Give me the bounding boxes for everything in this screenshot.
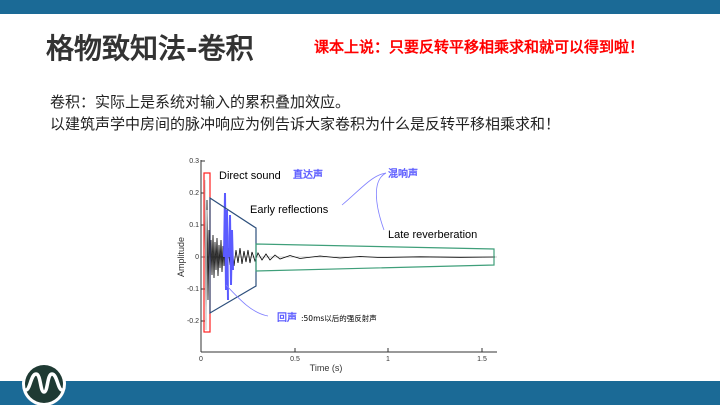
direct-sound-label: Direct sound (219, 170, 281, 182)
reverb-pointer-2 (376, 172, 387, 231)
body-line-2: 以建筑声学中房间的脉冲响应为例告诉大家卷积为什么是反转平移相乘求和！ (50, 115, 561, 133)
axes (200, 160, 497, 353)
reverb-cn-label: 混响声 (388, 167, 418, 180)
svg-text:-0.2: -0.2 (187, 318, 199, 325)
top-banner (0, 0, 720, 14)
echo-cn-label: 回声 (277, 311, 297, 324)
svg-text:0: 0 (199, 356, 203, 363)
x-axis-label: Time (s) (310, 363, 343, 373)
y-axis-label: Amplitude (176, 237, 186, 277)
slide-title: 格物致知法-卷积 (46, 32, 254, 65)
svg-text:0.3: 0.3 (189, 158, 199, 165)
svg-text:1: 1 (386, 356, 390, 363)
reverb-pointer-1 (341, 172, 387, 206)
echo-spikes (223, 192, 234, 301)
x-tick-labels: 0 0.5 1 1.5 (199, 356, 487, 363)
svg-text:0.1: 0.1 (189, 222, 199, 229)
body-line-1: 卷积：实际上是系统对输入的累积叠加效应。 (50, 93, 351, 111)
svg-text:0.2: 0.2 (189, 190, 199, 197)
svg-text:1.5: 1.5 (477, 356, 487, 363)
svg-text:0: 0 (195, 254, 199, 261)
late-reverberation-box (255, 243, 495, 272)
early-reflections-box (209, 196, 257, 315)
bottom-banner (0, 381, 720, 405)
early-reflections-label: Early reflections (250, 204, 329, 216)
echo-desc-label: :50ms以后的强反射声 (301, 313, 377, 323)
impulse-response-chart: 0.3 0.2 0.1 0 -0.1 -0.2 0 0.5 1 1.5 Time… (176, 158, 497, 373)
echo-pointer (225, 284, 269, 317)
late-reverberation-label: Late reverberation (388, 229, 477, 241)
direct-sound-cn-label: 直达声 (293, 168, 323, 181)
svg-text:-0.1: -0.1 (187, 286, 199, 293)
waveform-logo-icon (22, 362, 66, 406)
svg-text:0.5: 0.5 (290, 356, 300, 363)
y-tick-labels: 0.3 0.2 0.1 0 -0.1 -0.2 (187, 158, 199, 325)
body-text: 卷积：实际上是系统对输入的累积叠加效应。 以建筑声学中房间的脉冲响应为例告诉大家… (50, 91, 560, 135)
waveform (201, 179, 497, 331)
red-note: 课本上说：只要反转平移相乘求和就可以得到啦！ (314, 38, 645, 56)
